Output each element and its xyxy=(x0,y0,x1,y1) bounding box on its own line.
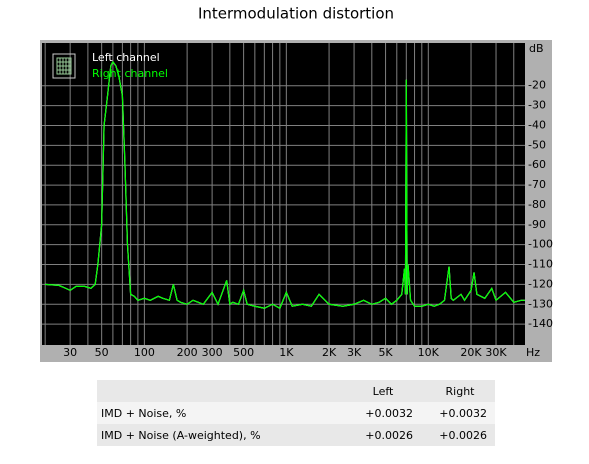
table-header-bg xyxy=(97,380,495,402)
table-row-bg xyxy=(97,402,495,424)
y-axis-label: dB xyxy=(529,42,544,55)
x-tick-label: 20K xyxy=(460,346,482,359)
chart-title: Intermodulation distortion xyxy=(198,5,394,23)
legend-icon xyxy=(52,53,76,79)
y-tick-label: -40 xyxy=(528,118,546,131)
table-cell: +0.0026 xyxy=(439,429,487,442)
x-tick-label: 200 xyxy=(177,346,198,359)
y-tick-label: -70 xyxy=(528,178,546,191)
legend: Left channel Right channel xyxy=(52,51,168,80)
table-cell: +0.0032 xyxy=(439,407,487,420)
y-tick-label: -80 xyxy=(528,198,546,211)
table-row-bg xyxy=(97,424,495,446)
table-cell: +0.0032 xyxy=(365,407,413,420)
table-header: Left xyxy=(373,385,394,398)
y-tick-label: -140 xyxy=(528,317,553,330)
x-tick-label: 3K xyxy=(347,346,362,359)
table-header: Right xyxy=(446,385,476,398)
y-tick-label: -110 xyxy=(528,258,553,271)
legend-label: Right channel xyxy=(92,67,168,80)
table-cell: IMD + Noise, % xyxy=(101,407,186,420)
y-tick-label: -60 xyxy=(528,158,546,171)
x-tick-label: 500 xyxy=(233,346,254,359)
x-tick-label: 2K xyxy=(322,346,337,359)
x-tick-label: 5K xyxy=(378,346,393,359)
results-table: Left Right IMD + Noise, % +0.0032 +0.003… xyxy=(97,380,495,446)
x-tick-label: 300 xyxy=(202,346,223,359)
y-tick-label: -90 xyxy=(528,218,546,231)
y-tick-label: -50 xyxy=(528,138,546,151)
legend-label: Left channel xyxy=(92,51,160,64)
y-tick-label: -100 xyxy=(528,238,553,251)
table-cell: +0.0026 xyxy=(365,429,413,442)
x-tick-label: 30 xyxy=(63,346,77,359)
y-tick-label: -20 xyxy=(528,79,546,92)
y-tick-label: -120 xyxy=(528,277,553,290)
x-axis-label: Hz xyxy=(526,346,540,359)
x-tick-label: 30K xyxy=(485,346,507,359)
y-tick-label: -30 xyxy=(528,99,546,112)
y-tick-label: -130 xyxy=(528,297,553,310)
x-tick-label: 100 xyxy=(134,346,155,359)
table-cell: IMD + Noise (A-weighted), % xyxy=(101,429,261,442)
series-line xyxy=(45,60,525,310)
x-tick-label: 50 xyxy=(95,346,109,359)
legend-icon-grid xyxy=(56,57,72,75)
x-tick-label: 10K xyxy=(418,346,440,359)
x-tick-label: 1K xyxy=(279,346,294,359)
